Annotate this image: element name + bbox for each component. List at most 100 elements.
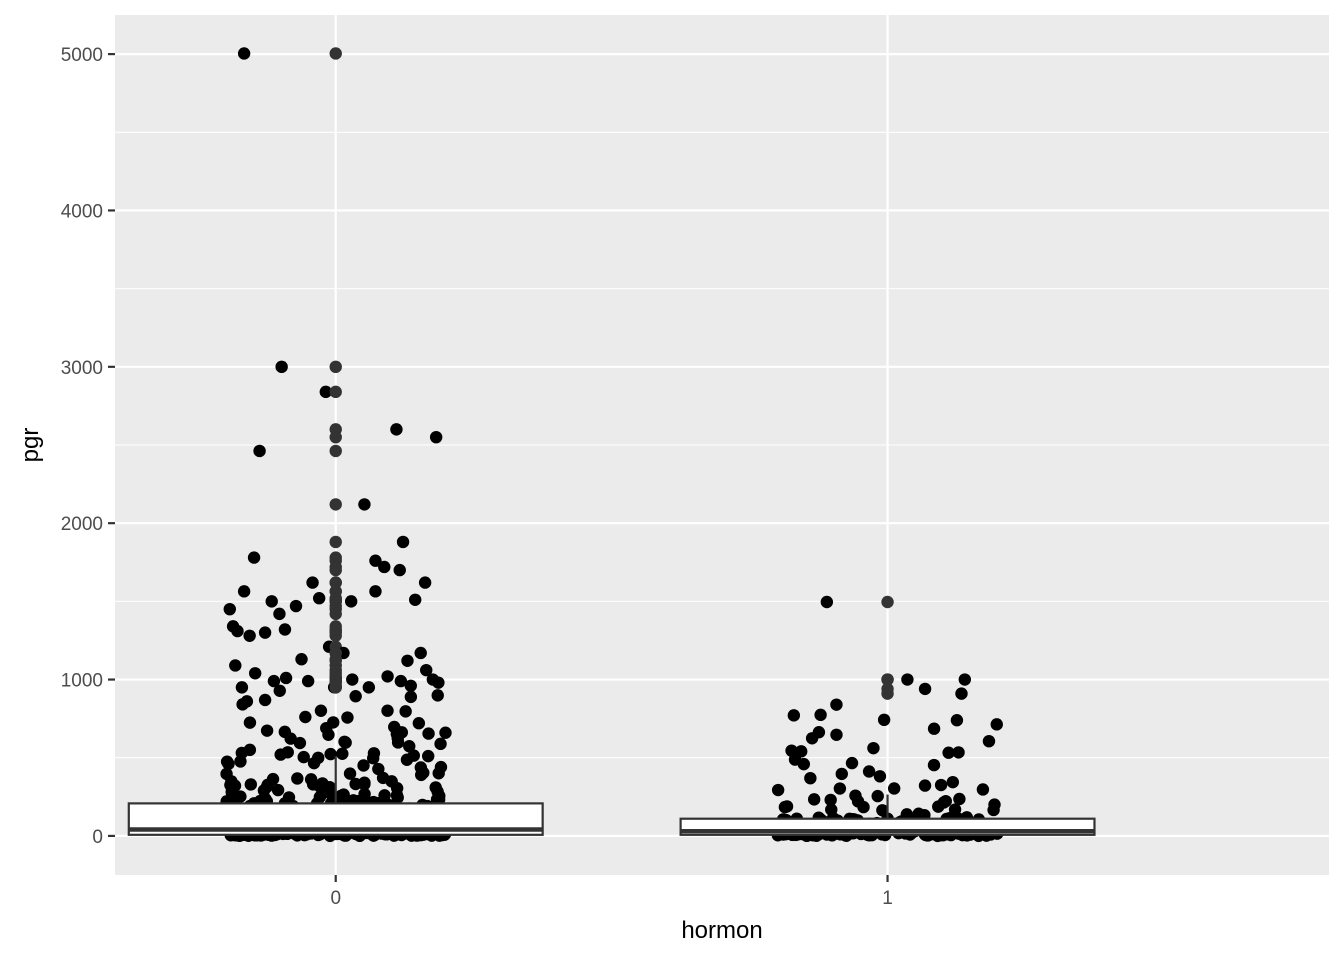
data-point — [805, 732, 819, 745]
data-point — [990, 718, 1003, 731]
data-point — [273, 684, 286, 697]
data-point — [418, 576, 432, 589]
data-point — [291, 772, 304, 785]
data-point — [833, 782, 847, 795]
data-point — [982, 734, 996, 748]
data-point — [835, 767, 848, 781]
data-point — [807, 793, 821, 806]
data-point — [324, 747, 337, 761]
data-point — [849, 789, 862, 802]
y-tick-label: 5000 — [61, 45, 103, 66]
outlier-point — [329, 653, 342, 666]
outlier-point — [329, 430, 342, 444]
data-point — [393, 563, 406, 577]
data-point — [220, 755, 234, 768]
data-point — [871, 789, 884, 803]
data-point — [431, 689, 444, 702]
data-point — [279, 671, 293, 685]
data-point — [312, 592, 326, 605]
data-point — [830, 698, 843, 711]
data-point — [830, 728, 843, 741]
data-point — [394, 674, 408, 688]
data-point — [284, 732, 297, 745]
data-point — [362, 681, 376, 694]
data-point — [390, 789, 404, 802]
data-point — [439, 726, 452, 739]
data-point — [243, 629, 256, 642]
data-point — [358, 787, 371, 801]
data-point — [369, 585, 382, 598]
data-point — [408, 593, 422, 606]
outlier-point — [329, 385, 342, 399]
data-point — [336, 747, 349, 760]
data-point — [934, 778, 948, 792]
data-point — [341, 711, 354, 724]
outlier-point — [329, 535, 342, 549]
data-point — [293, 736, 307, 750]
y-axis: 0 1000 2000 3000 4000 5000 — [61, 45, 115, 848]
data-point — [404, 690, 418, 704]
outlier-point — [329, 360, 342, 374]
data-point — [414, 646, 427, 660]
data-point — [412, 717, 426, 730]
data-point — [873, 770, 887, 783]
data-point — [399, 705, 412, 718]
data-point — [358, 776, 371, 789]
data-point — [278, 623, 292, 636]
data-point — [258, 693, 272, 707]
data-point — [952, 746, 965, 759]
outlier-point — [881, 595, 894, 609]
outlier-point — [329, 47, 342, 60]
data-point — [315, 781, 329, 794]
data-point — [433, 789, 446, 803]
boxes — [127, 756, 1096, 836]
data-point — [771, 783, 785, 797]
y-tick-label: 1000 — [61, 671, 103, 692]
data-point — [346, 673, 359, 686]
outlier-point — [329, 563, 342, 577]
data-point — [403, 740, 416, 753]
data-point — [236, 698, 249, 711]
data-point — [814, 708, 827, 722]
data-point — [344, 595, 358, 608]
data-point — [243, 716, 257, 729]
data-point — [297, 750, 310, 764]
data-point — [299, 710, 312, 724]
outlier-point — [329, 623, 342, 636]
data-point — [432, 767, 445, 780]
data-point — [422, 727, 435, 740]
data-point — [404, 679, 417, 692]
outlier-point — [329, 592, 342, 605]
data-point — [314, 704, 328, 717]
data-point — [390, 423, 403, 436]
data-point — [237, 585, 251, 598]
data-point — [229, 659, 242, 672]
data-point — [273, 607, 286, 621]
data-point — [225, 775, 238, 788]
y-tick-label: 3000 — [61, 358, 103, 379]
y-tick-label: 2000 — [61, 514, 103, 535]
outlier-point — [881, 673, 894, 686]
data-point — [327, 716, 340, 729]
data-point — [282, 791, 296, 804]
data-point — [313, 790, 327, 804]
data-point — [275, 360, 288, 374]
y-tick-label: 4000 — [61, 201, 103, 222]
data-point — [247, 551, 261, 564]
data-point — [260, 724, 274, 737]
data-point — [953, 792, 966, 806]
data-point — [253, 444, 266, 458]
data-point — [927, 722, 941, 735]
x-axis-title: hormon — [681, 917, 762, 944]
data-point — [237, 47, 251, 60]
data-point — [877, 713, 891, 727]
data-point — [274, 748, 287, 761]
data-point — [946, 775, 960, 789]
data-point — [378, 560, 391, 574]
outlier-point — [329, 444, 342, 458]
data-point — [391, 736, 405, 749]
data-point — [927, 758, 941, 772]
data-point — [432, 676, 445, 689]
